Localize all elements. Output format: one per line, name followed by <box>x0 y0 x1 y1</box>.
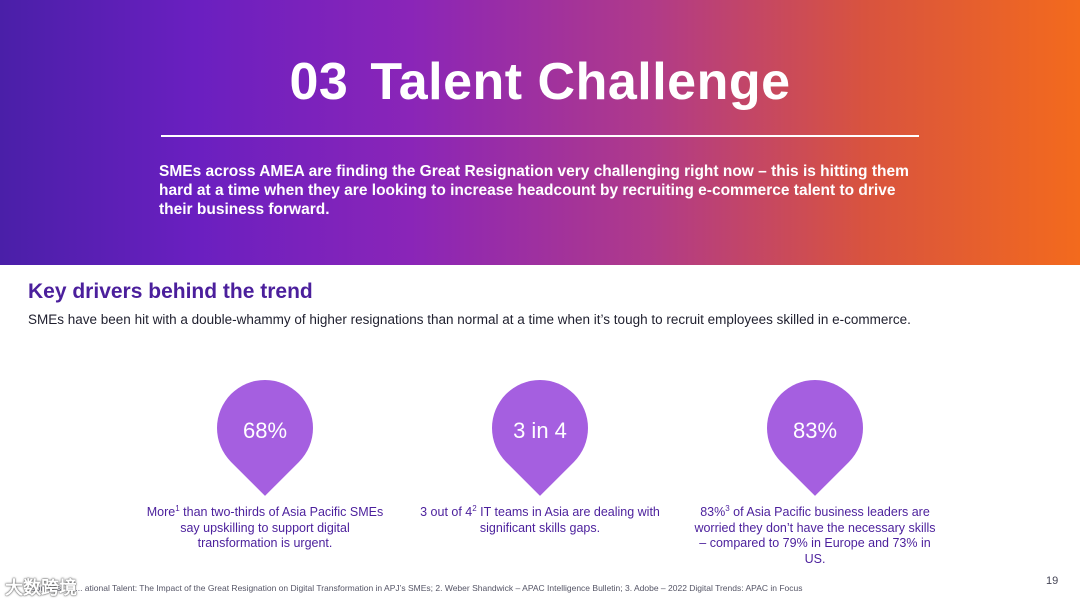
stat-card: 83% 83%3 of Asia Pacific business leader… <box>690 360 940 566</box>
stat-value: 83% <box>792 418 838 443</box>
section-subheading: SMEs have been hit with a double-whammy … <box>28 312 911 327</box>
page-number: 19 <box>1046 575 1059 587</box>
stat-value: 68% <box>242 418 288 443</box>
stat-description: 83%3 of Asia Pacific business leaders ar… <box>694 503 936 566</box>
stat-description: More1 than two-thirds of Asia Pacific SM… <box>146 503 384 550</box>
stat-card: 3 in 4 3 out of 42 IT teams in Asia are … <box>415 360 665 560</box>
slide-title: 03 Talent Challenge <box>0 52 1080 112</box>
section-heading: Key drivers behind the trend <box>28 280 313 303</box>
watermark: 大数跨境 <box>5 578 77 598</box>
stat-value: 3 in 4 <box>513 418 567 443</box>
title-divider <box>161 135 919 137</box>
intro-text: SMEs across AMEA are finding the Great R… <box>159 163 909 218</box>
stat-card: 68% More1 than two-thirds of Asia Pacifi… <box>140 360 390 560</box>
stat-description: 3 out of 42 IT teams in Asia are dealing… <box>420 503 660 535</box>
sources-footnote: Sources: 1. ... ational Talent: The Impa… <box>30 583 803 593</box>
title-number: 03 <box>289 53 349 111</box>
header-banner: 03 Talent Challenge SMEs across AMEA are … <box>0 0 1080 265</box>
title-text: Talent Challenge <box>370 53 791 111</box>
